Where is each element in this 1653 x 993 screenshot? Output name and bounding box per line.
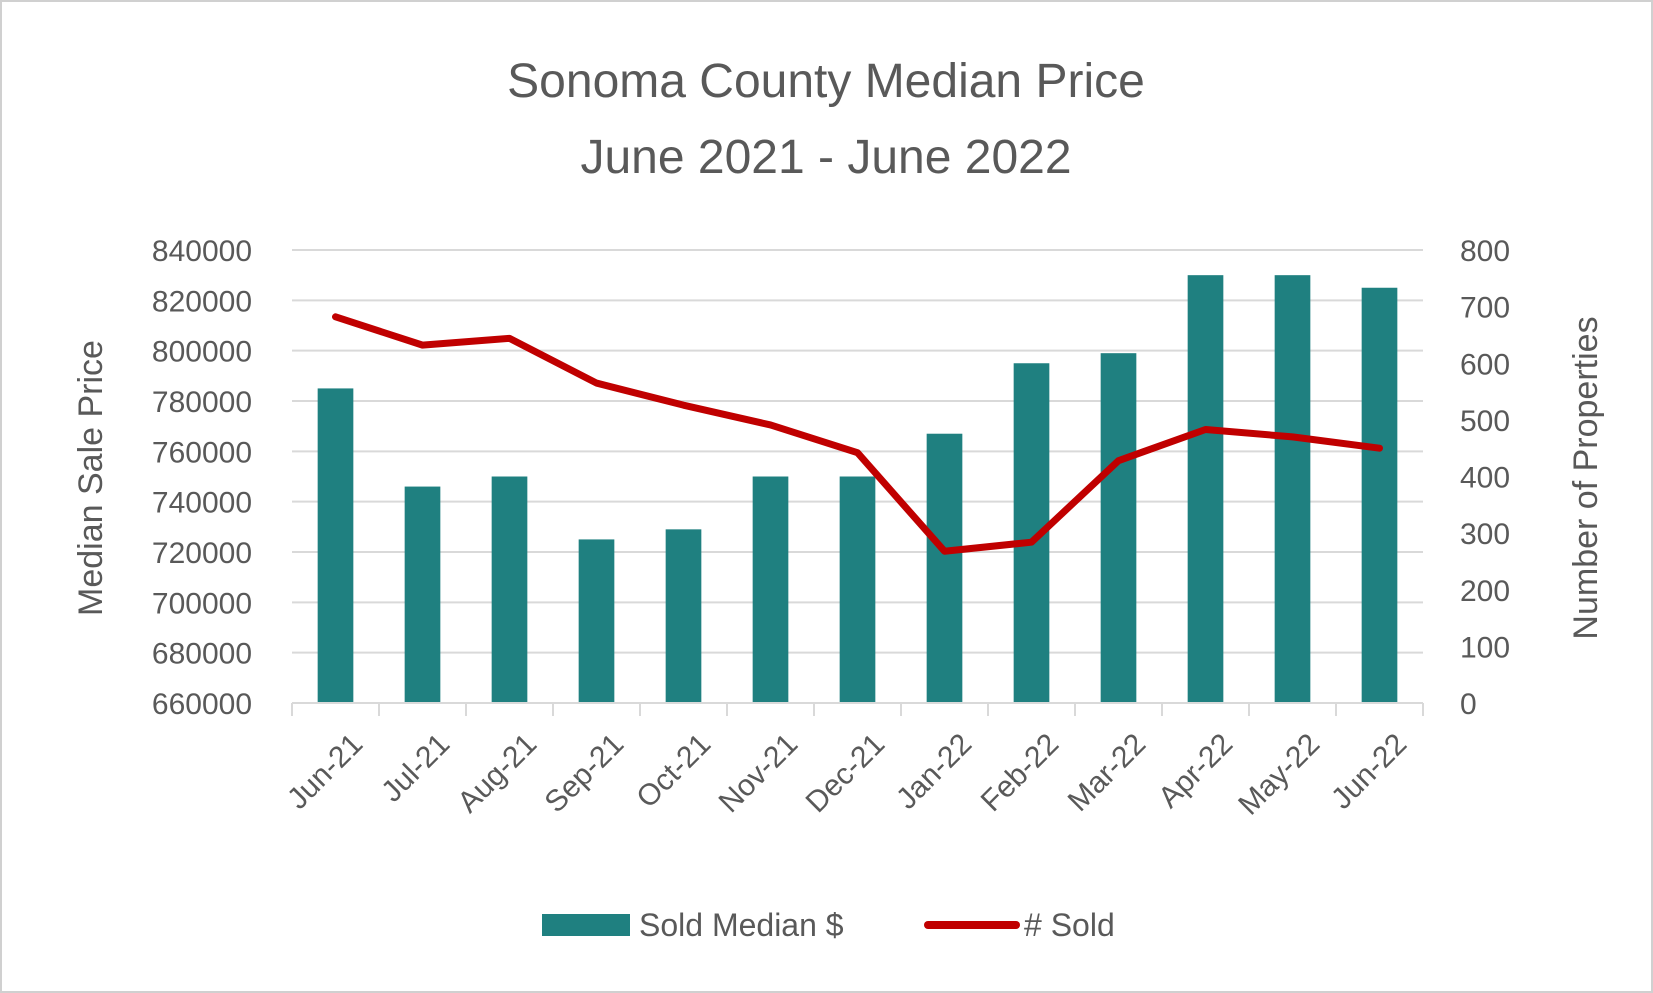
left-tick-label: 740000 [152,487,252,520]
bar [752,476,789,703]
right-tick-label: 600 [1460,348,1510,381]
axes [291,702,1424,716]
left-tick-label: 660000 [152,688,252,721]
gridlines [292,249,1423,654]
right-axis-ticks: 0 100 200 300 400 500 600 700 800 [1460,235,1510,721]
left-tick-label: 680000 [152,638,252,671]
chart-subtitle: June 2021 - June 2022 [580,131,1071,184]
bar [404,486,441,703]
right-axis-title: Number of Properties [1567,316,1605,639]
left-axis-ticks: 660000 680000 700000 720000 740000 760000 7800… [152,235,252,721]
median-price-bars [317,275,1398,703]
bar [1274,275,1311,703]
right-tick-label: 300 [1460,518,1510,551]
left-axis-title: Median Sale Price [72,340,110,616]
left-tick-label: 800000 [152,336,252,369]
right-tick-label: 0 [1460,688,1477,721]
bar [578,539,615,703]
left-tick-label: 820000 [152,285,252,318]
legend-label-bars: Sold Median $ [639,907,844,943]
left-tick-label: 700000 [152,587,252,620]
bar [1361,287,1398,703]
bar [839,476,876,703]
left-tick-label: 720000 [152,537,252,570]
bar [1100,353,1137,703]
right-tick-label: 700 [1460,292,1510,325]
right-tick-label: 200 [1460,575,1510,608]
right-tick-label: 400 [1460,462,1510,495]
legend-label-line: # Sold [1024,907,1115,943]
bar [317,388,354,703]
bar [491,476,528,703]
bar [926,433,963,703]
right-tick-label: 800 [1460,235,1510,268]
legend-swatch-bars [542,914,630,936]
right-tick-label: 100 [1460,631,1510,664]
sold-line-path [332,313,1383,555]
left-tick-label: 760000 [152,436,252,469]
right-tick-label: 500 [1460,405,1510,438]
sold-count-line [332,313,1383,555]
left-tick-label: 840000 [152,235,252,268]
bar [1187,275,1224,703]
chart-title: Sonoma County Median Price [507,55,1145,108]
legend: Sold Median $ # Sold [542,907,1115,943]
bar [665,529,702,703]
left-tick-label: 780000 [152,386,252,419]
